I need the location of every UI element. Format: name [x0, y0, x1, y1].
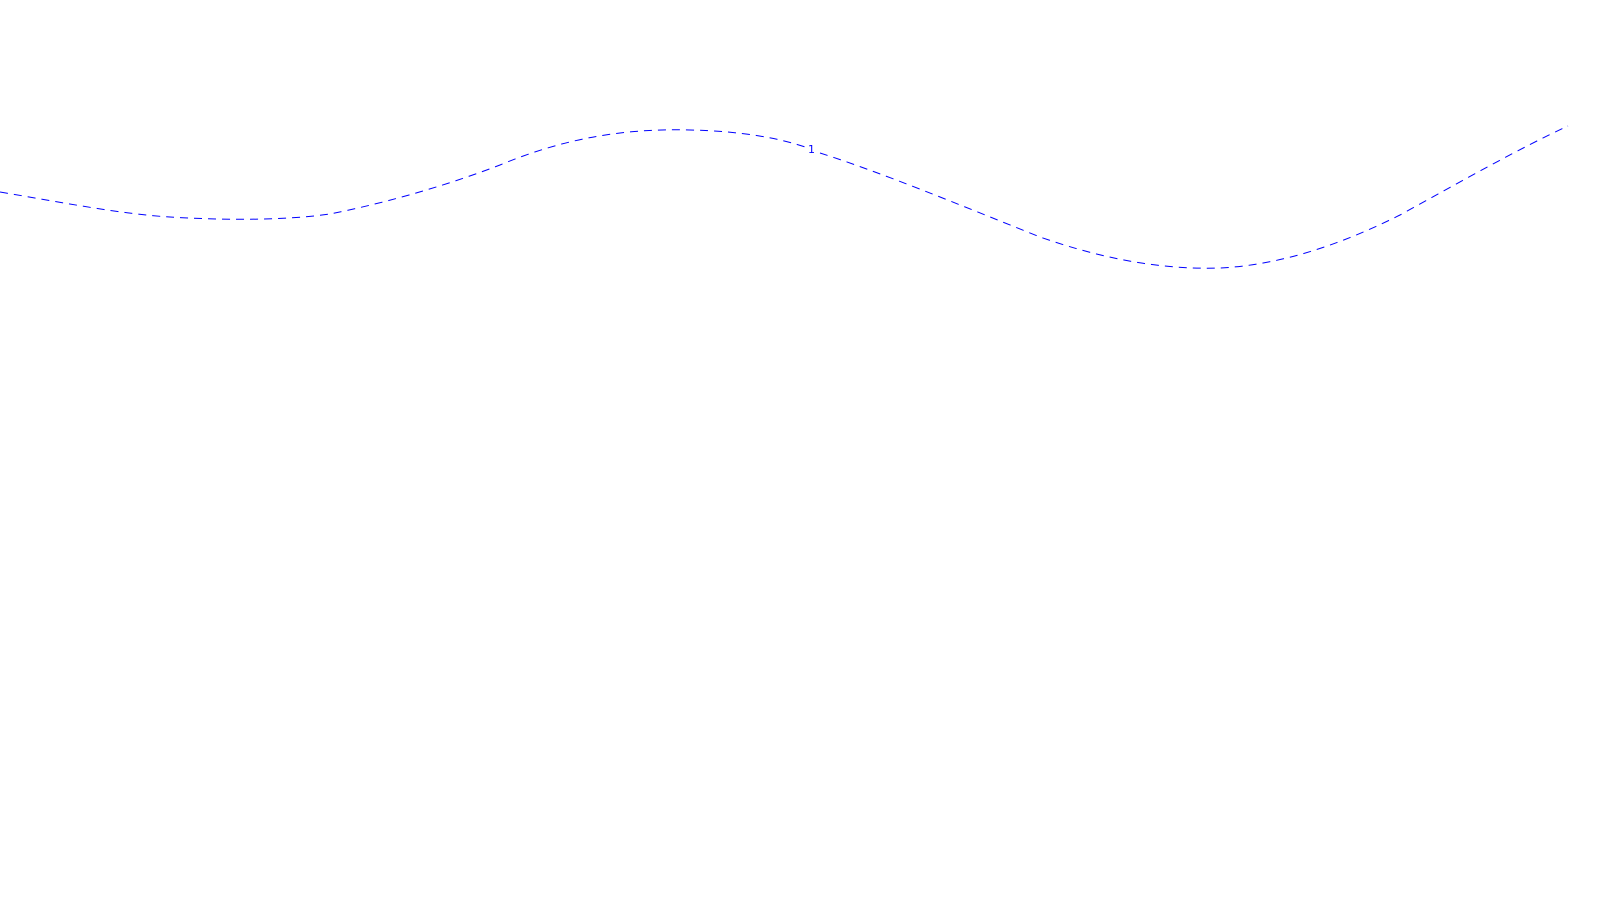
contour-line: [0, 125, 1569, 269]
contour-label: 1: [808, 143, 815, 156]
